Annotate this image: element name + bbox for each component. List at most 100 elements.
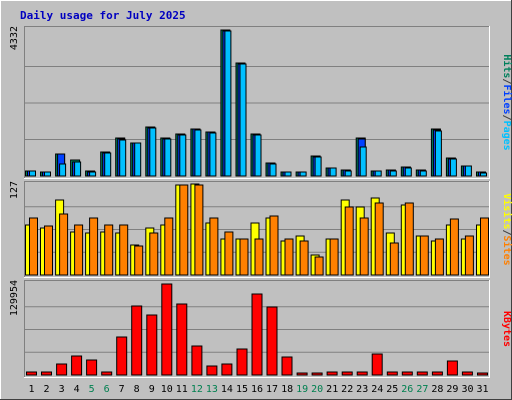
day-label: 17 <box>266 384 278 395</box>
bar-sites: 8: 40 <box>134 245 144 276</box>
bar-pages: 14: 4310 <box>224 30 232 177</box>
bar-pages: 15: 3320 <box>239 63 247 177</box>
bar-kbytes: 14: 15200 <box>221 363 233 376</box>
bar-kbytes: 3: 15200 <box>56 363 68 376</box>
day-label: 18 <box>281 384 293 395</box>
bar-sites: 17: 82 <box>269 215 279 276</box>
bar-pages: 17: 360 <box>269 163 277 177</box>
day-label: 28 <box>431 384 443 395</box>
bar-kbytes: 4: 27800 <box>71 355 83 376</box>
bar-sites: 20: 25 <box>314 256 324 276</box>
bar-pages: 26: 250 <box>404 167 412 177</box>
bar-pages: 19: 110 <box>299 171 307 177</box>
bar-pages: 4: 410 <box>74 161 82 177</box>
legend-separator: / <box>501 115 512 121</box>
bar-sites: 30: 55 <box>464 235 474 276</box>
bar-kbytes: 19: 2200 <box>296 372 308 376</box>
chart-panels: 1: 1602: 1303: 6604: 4705: 1406: 7007: 1… <box>9 26 512 378</box>
day-label: 2 <box>43 384 49 395</box>
bar-sites: 23: 80 <box>359 217 369 276</box>
bar-sites: 18: 50 <box>284 238 294 276</box>
bar-pages: 1: 150 <box>29 170 36 177</box>
bar-kbytes: 18: 26100 <box>281 356 293 376</box>
bar-sites: 26: 100 <box>404 202 414 276</box>
day-label: 23 <box>356 384 368 395</box>
bar-sites: 28: 50 <box>434 238 444 276</box>
bar-pages: 24: 150 <box>374 170 382 177</box>
bar-sites: 21: 50 <box>329 238 339 276</box>
day-label: 5 <box>89 384 95 395</box>
bar-pages: 16: 1210 <box>254 134 262 177</box>
legend-entry-sites: Sites <box>501 236 512 266</box>
bar-kbytes: 23: 3800 <box>356 371 368 376</box>
bar-kbytes: 2: 4300 <box>41 371 52 376</box>
day-label: 9 <box>149 384 155 395</box>
series-kbytes: 1: 4300 2: 4300 3: 152004: 278005: 217006:… <box>26 283 488 376</box>
bar-pages: 8: 970 <box>134 142 142 177</box>
panel-max-label: 129954 <box>9 280 20 316</box>
day-label: 14 <box>221 384 233 395</box>
bar-kbytes: 15: 36900 <box>236 348 248 376</box>
bar-kbytes: 13: 13100 <box>206 365 218 376</box>
day-label: 1 <box>28 384 34 395</box>
bar-kbytes: 25: 3800 <box>386 371 398 376</box>
bar-pages: 27: 160 <box>419 170 427 177</box>
chart-title: Daily usage for July 2025 <box>20 9 186 22</box>
bar-kbytes: 30: 3800 <box>461 371 473 376</box>
panel-legend: KBytes <box>501 311 512 347</box>
bar-pages: 29: 500 <box>449 158 457 177</box>
day-label: 11 <box>176 384 188 395</box>
legend-separator: / <box>501 78 512 84</box>
day-label: 29 <box>446 384 458 395</box>
bar-pages: 3: 360 <box>59 163 67 177</box>
x-axis-day-labels: 1 2 3 4 5 6 7 8 9 10 11 12 13 14 15 16 17 18 19 20 21 22 23 24 2… <box>28 384 488 395</box>
day-label: 30 <box>461 384 473 395</box>
day-label: 26 <box>401 384 413 395</box>
bar-pages: 30: 290 <box>464 165 472 177</box>
bar-pages: 12: 1360 <box>194 129 202 177</box>
bar-kbytes: 9: 85000 <box>146 314 158 376</box>
bar-pages: 31: 100 <box>480 172 487 177</box>
bar-kbytes: 27: 3800 <box>416 371 428 376</box>
bar-kbytes: 29: 19500 <box>446 360 458 376</box>
bar-pages: 2: 120 <box>44 171 51 177</box>
series-sites: 1: 80 2: 68 3: 85 4: 70 5: 80 6: 70 7: 70 8: 40… <box>29 184 489 276</box>
bar-pages: 23: 850 <box>359 146 367 177</box>
legend-entry-files: Files <box>501 84 512 114</box>
bar-kbytes: 6: 3800 <box>101 371 113 376</box>
bar-kbytes: 28: 3800 <box>431 371 443 376</box>
bar-pages: 5: 130 <box>89 171 97 177</box>
bar-kbytes: 24: 30400 <box>371 353 383 376</box>
bar-sites: 2: 68 <box>44 225 53 276</box>
day-label: 6 <box>104 384 110 395</box>
bar-pages: 11: 1210 <box>179 134 187 177</box>
day-label: 15 <box>236 384 248 395</box>
legend-separator: / <box>501 229 512 235</box>
day-label: 3 <box>59 384 65 395</box>
bar-sites: 27: 55 <box>419 235 429 276</box>
bar-kbytes: 7: 54300 <box>116 336 128 376</box>
bar-sites: 24: 100 <box>374 202 384 276</box>
day-label: 27 <box>416 384 428 395</box>
bar-kbytes: 20: 2200 <box>311 372 323 376</box>
bar-kbytes: 22: 3800 <box>341 371 353 376</box>
bar-sites: 14: 60 <box>224 231 234 276</box>
bar-kbytes: 8: 98900 <box>131 305 143 376</box>
panel-legend: Hits/Files/Pages <box>501 54 512 150</box>
bar-sites: 11: 125 <box>179 184 189 276</box>
day-label: 20 <box>311 384 323 395</box>
day-label: 31 <box>476 384 488 395</box>
bar-sites: 5: 80 <box>89 217 99 276</box>
bar-kbytes: 1: 4300 <box>26 371 37 376</box>
bar-pages: 7: 1060 <box>119 139 127 177</box>
bar-kbytes: 31: 2200 <box>477 372 488 376</box>
bar-sites: 3: 85 <box>59 213 69 276</box>
day-label: 21 <box>326 384 338 395</box>
bar-pages: 13: 1280 <box>209 132 217 177</box>
bar-pages: 20: 550 <box>314 156 322 177</box>
legend-entry-pages: Pages <box>501 121 512 151</box>
day-label: 19 <box>296 384 308 395</box>
bar-kbytes: 16: 115200 <box>251 293 263 376</box>
day-label: 8 <box>134 384 140 395</box>
